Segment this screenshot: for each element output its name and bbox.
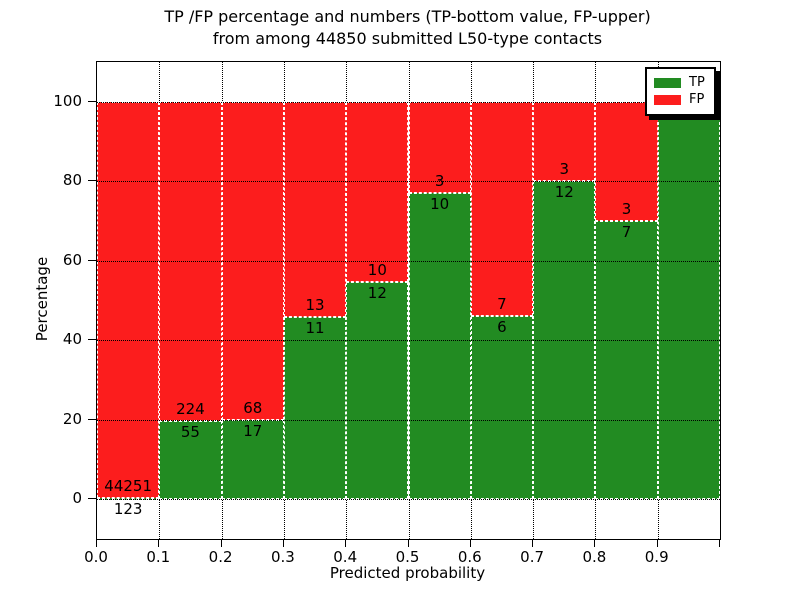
x-tick-label: 0.3: [270, 548, 295, 566]
legend-label-fp: FP: [689, 92, 705, 107]
chart-title: TP /FP percentage and numbers (TP-bottom…: [96, 6, 719, 50]
y-tick: [88, 339, 96, 341]
tp-count-label-3: 11: [305, 319, 325, 338]
y-tick-label: 40: [62, 330, 82, 349]
x-tick-label: 0.6: [457, 548, 482, 566]
fp-count-label-7: 3: [559, 160, 570, 179]
fp-count-label-5: 3: [434, 172, 445, 191]
x-tick: [220, 540, 222, 547]
x-tick: [532, 540, 534, 547]
tp-bar-segment-6: [470, 315, 534, 500]
x-tick-label: 0.0: [84, 548, 108, 566]
y-tick: [88, 259, 96, 261]
tp-count-label-2: 17: [243, 421, 263, 440]
x-tick: [656, 540, 658, 547]
x-tick: [719, 540, 720, 547]
tp-bar-segment-7: [533, 181, 596, 500]
fp-count-label-1: 224: [176, 399, 205, 418]
tp-bar-segment-4: [346, 282, 409, 500]
tp-bar-segment-1: [159, 420, 222, 500]
tp-bar-segment-8: [595, 221, 658, 500]
plot-area: 44251123224556817131110123107631237015: [96, 61, 721, 540]
tp-count-label-6: 6: [497, 317, 507, 336]
x-tick: [407, 540, 409, 547]
chart-title-line-2: from among 44850 submitted L50-type cont…: [212, 29, 603, 48]
y-tick-label: 0: [72, 489, 82, 508]
chart-title-line-1: TP /FP percentage and numbers (TP-bottom…: [164, 7, 651, 26]
x-tick-label: 0.7: [520, 548, 545, 566]
y-tick-label: 80: [62, 171, 82, 190]
x-tick: [96, 540, 97, 547]
fp-bar-segment-6: [470, 101, 534, 316]
legend-entry-tp: TP: [654, 74, 705, 91]
fp-bar-segment-1: [159, 101, 222, 421]
fp-color-swatch: [654, 94, 681, 105]
x-tick-label: 0.5: [395, 548, 420, 566]
y-tick-label: 60: [62, 250, 82, 269]
tp-color-swatch: [654, 77, 681, 88]
x-tick-label: 0.9: [644, 548, 669, 566]
x-tick: [594, 540, 596, 547]
legend: TP FP: [645, 67, 716, 116]
y-tick-label: 100: [53, 91, 82, 110]
tp-count-label-0: 123: [113, 500, 143, 519]
fp-count-label-2: 68: [243, 398, 263, 417]
y-tick: [88, 180, 96, 182]
tp-count-label-7: 12: [554, 183, 574, 202]
fp-count-label-4: 10: [367, 261, 387, 280]
fp-bar-segment-0: [97, 101, 160, 499]
fp-count-label-3: 13: [305, 296, 325, 315]
x-tick-label: 0.1: [146, 548, 171, 566]
y-tick-label: 20: [62, 409, 82, 428]
x-tick-label: 0.8: [582, 548, 607, 566]
fp-count-label-0: 44251: [104, 477, 152, 496]
x-tick: [282, 540, 284, 547]
y-axis-label: Percentage: [33, 256, 51, 342]
fp-bar-segment-3: [283, 101, 347, 318]
tp-bar-segment-5: [408, 193, 471, 500]
legend-label-tp: TP: [689, 75, 705, 90]
fp-bar-segment-4: [346, 101, 409, 283]
x-tick: [469, 540, 471, 547]
fp-bar-segment-2: [221, 101, 284, 420]
tp-count-label-5: 10: [430, 195, 450, 214]
x-tick-label: 0.2: [208, 548, 233, 566]
tp-count-label-1: 55: [180, 422, 200, 441]
x-tick: [158, 540, 160, 547]
fp-count-label-8: 3: [621, 200, 632, 218]
x-tick-label: 0.4: [333, 548, 358, 566]
tp-bar-segment-3: [283, 317, 347, 500]
y-tick: [88, 100, 96, 102]
fp-count-label-6: 7: [497, 294, 507, 313]
x-tick: [345, 540, 347, 547]
x-axis-label: Predicted probability: [329, 564, 486, 582]
tp-bar-segment-9: [657, 101, 720, 500]
fp-bar-segment-8: [595, 101, 658, 221]
tp-count-label-4: 12: [367, 284, 387, 303]
tp-count-label-8: 7: [621, 223, 632, 241]
legend-entry-fp: FP: [654, 91, 705, 108]
tp-bar-segment-2: [221, 419, 284, 500]
fp-bar-segment-7: [533, 101, 596, 182]
y-tick: [88, 418, 96, 420]
y-tick: [88, 498, 96, 500]
